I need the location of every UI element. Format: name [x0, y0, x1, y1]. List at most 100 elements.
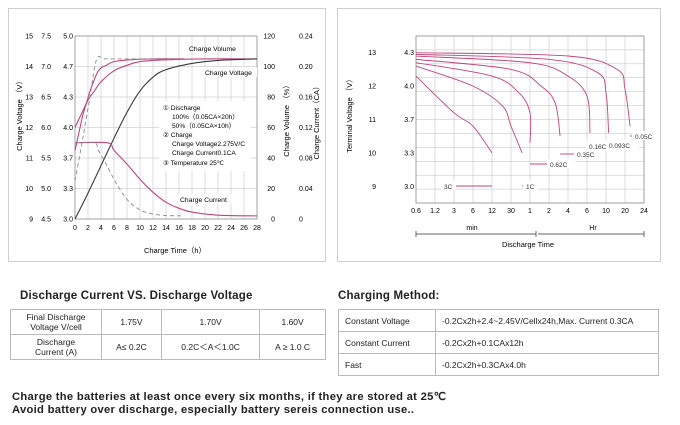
- y-tick-12v: 11: [369, 117, 376, 124]
- curve-label: 3C: [444, 184, 453, 191]
- discharge-table-title: Discharge Current VS. Discharge Voltage: [20, 290, 253, 302]
- method-name: Constant Current: [338, 331, 436, 354]
- y-tick-6v: 3.3: [404, 150, 414, 157]
- x-tick-label: 2: [86, 225, 90, 232]
- legend-line-6: Charge Current0.1CA: [172, 150, 236, 157]
- y-tick-12v: 9: [372, 184, 376, 191]
- y-tick-4v: 5.0: [41, 186, 51, 193]
- x-tick-label: 26: [240, 225, 248, 232]
- legend-line-5: Charge Voltage2.275V/C: [172, 141, 245, 148]
- x-tick-label: 24: [227, 225, 235, 232]
- discharge-curve: [415, 53, 610, 133]
- x-tick-label: 6: [471, 208, 475, 215]
- current-cell: A ≥ 1.0 C: [259, 334, 326, 360]
- curve-label: 0.62C: [550, 162, 568, 169]
- label-charge-voltage: Charge Voltage: [205, 70, 252, 77]
- y-tick-12v: 12: [368, 84, 376, 91]
- discharge-table: Final Discharge Voltage V/cell 1.75V 1.7…: [10, 309, 326, 360]
- y-tick-4v: 6.0: [41, 125, 51, 132]
- discharge-curve: [415, 55, 591, 133]
- y-tick-4v: 5.5: [41, 156, 51, 163]
- x-tick-label: 12: [488, 208, 496, 215]
- legend-line-7: ③ Temperature 25℃: [163, 159, 225, 167]
- left-ylabel-volume: Charge Volume （%）: [282, 81, 291, 156]
- y-tick-12v: 12: [25, 125, 33, 132]
- y-tick-6v: 3.3: [63, 186, 73, 193]
- method-name: Fast: [338, 353, 436, 376]
- table-row: Discharge Current (A) A≤ 0.2C 0.2C＜A＜1.0…: [10, 334, 326, 360]
- legend-line-3: 50%（0.05CA×10h）: [172, 122, 235, 130]
- y-tick-4v: 6.5: [41, 95, 51, 102]
- x-tick-label: 2: [547, 208, 551, 215]
- x-tick-label: 10: [602, 208, 610, 215]
- y-tick-volume: 80: [267, 95, 275, 102]
- y-tick-4v: 4.5: [41, 217, 51, 224]
- x-tick-label: 0.6: [411, 208, 421, 215]
- final-discharge-header-line1: Final Discharge: [26, 312, 86, 322]
- charging-method-title: Charging Method:: [338, 290, 440, 302]
- curve-label: 0.35C: [577, 152, 595, 159]
- x-tick-label: 6: [112, 225, 116, 232]
- discharge-curve: [415, 58, 561, 137]
- min-range-arrow: [415, 231, 537, 237]
- curve-label: 0.093C: [609, 143, 630, 150]
- x-tick-label: 1.2: [430, 208, 440, 215]
- label-charge-volume: Charge Volume: [189, 46, 236, 53]
- x-tick-label: 16: [175, 225, 183, 232]
- x-tick-label: 20: [201, 225, 209, 232]
- y-tick-current: 0.20: [299, 64, 313, 71]
- legend-line-2: 100%（0.05CA×20h）: [172, 113, 239, 121]
- y-tick-current: 0.24: [299, 34, 313, 41]
- x-tick-label: 30: [507, 208, 515, 215]
- x-tick-label: 3: [452, 208, 456, 215]
- y-tick-current: 0.16: [299, 95, 313, 102]
- x-tick-label: 20: [621, 208, 629, 215]
- y-tick-6v: 3.7: [404, 117, 414, 124]
- discharge-current-header-line2: Current (A): [34, 347, 78, 357]
- label-charge-current: Charge Current: [180, 197, 227, 204]
- y-tick-6v: 3.0: [63, 217, 73, 224]
- y-tick-6v: 4.7: [63, 64, 73, 71]
- curve-label-bg: [586, 141, 615, 150]
- x-tick-label: 12: [149, 225, 157, 232]
- x-tick-label: 14: [162, 225, 170, 232]
- y-tick-6v: 4.3: [63, 95, 73, 102]
- y-tick-12v: 15: [25, 34, 33, 41]
- discharge-curve: [415, 75, 493, 154]
- y-tick-12v: 10: [368, 150, 376, 157]
- y-tick-volume: 40: [267, 156, 275, 163]
- y-tick-4v: 7.5: [41, 34, 51, 41]
- hr-range-arrow: [538, 231, 645, 237]
- legend: ① Discharge 100%（0.05CA×20h） 50%（0.05CA×…: [163, 104, 245, 167]
- y-tick-6v: 4.0: [404, 84, 414, 91]
- table-row: Constant Voltage -0.2Cx2h+2.4~2.45V/Cell…: [338, 309, 659, 332]
- y-tick-current: 0.04: [299, 186, 313, 193]
- y-tick-4v: 7.0: [41, 64, 51, 71]
- charging-method-table: Constant Voltage -0.2Cx2h+2.4~2.45V/Cell…: [338, 309, 659, 376]
- x-tick-label: 1: [528, 208, 532, 215]
- curve-label-bg: [574, 149, 603, 158]
- right-xlabel: Discharge Time: [502, 240, 554, 249]
- label-charge-current-box: [176, 194, 232, 204]
- current-cell: A≤ 0.2C: [101, 334, 162, 360]
- method-value: -0.2Cx2h+0.1CAx12h: [435, 331, 659, 354]
- y-tick-6v: 4.3: [404, 50, 414, 57]
- y-tick-6v: 4.0: [63, 125, 73, 132]
- legend-box: [159, 101, 251, 171]
- table-row: Fast -0.2Cx2h+0.3CAx4.0h: [338, 353, 659, 376]
- charge-voltage-curve-50: [74, 58, 185, 151]
- y-tick-current: 0.08: [299, 156, 313, 163]
- y-tick-12v: 13: [368, 50, 376, 57]
- x-tick-label: 28: [253, 225, 261, 232]
- table-row: Final Discharge Voltage V/cell 1.75V 1.7…: [10, 309, 326, 335]
- curve-label-bg: [441, 181, 456, 190]
- y-tick-volume: 60: [267, 125, 275, 132]
- x-tick-label: 10: [136, 225, 144, 232]
- x-tick-label: 4: [99, 225, 103, 232]
- discharge-characteristics-panel: 3C 1C 0.62C 0.35C 0.16C 0.093C 0.05C 0.6 1.2 3 6 1…: [337, 8, 661, 262]
- current-cell: 0.2C＜A＜1.0C: [160, 334, 261, 360]
- curve-label-bg: [606, 140, 639, 149]
- y-tick-12v: 9: [29, 217, 33, 224]
